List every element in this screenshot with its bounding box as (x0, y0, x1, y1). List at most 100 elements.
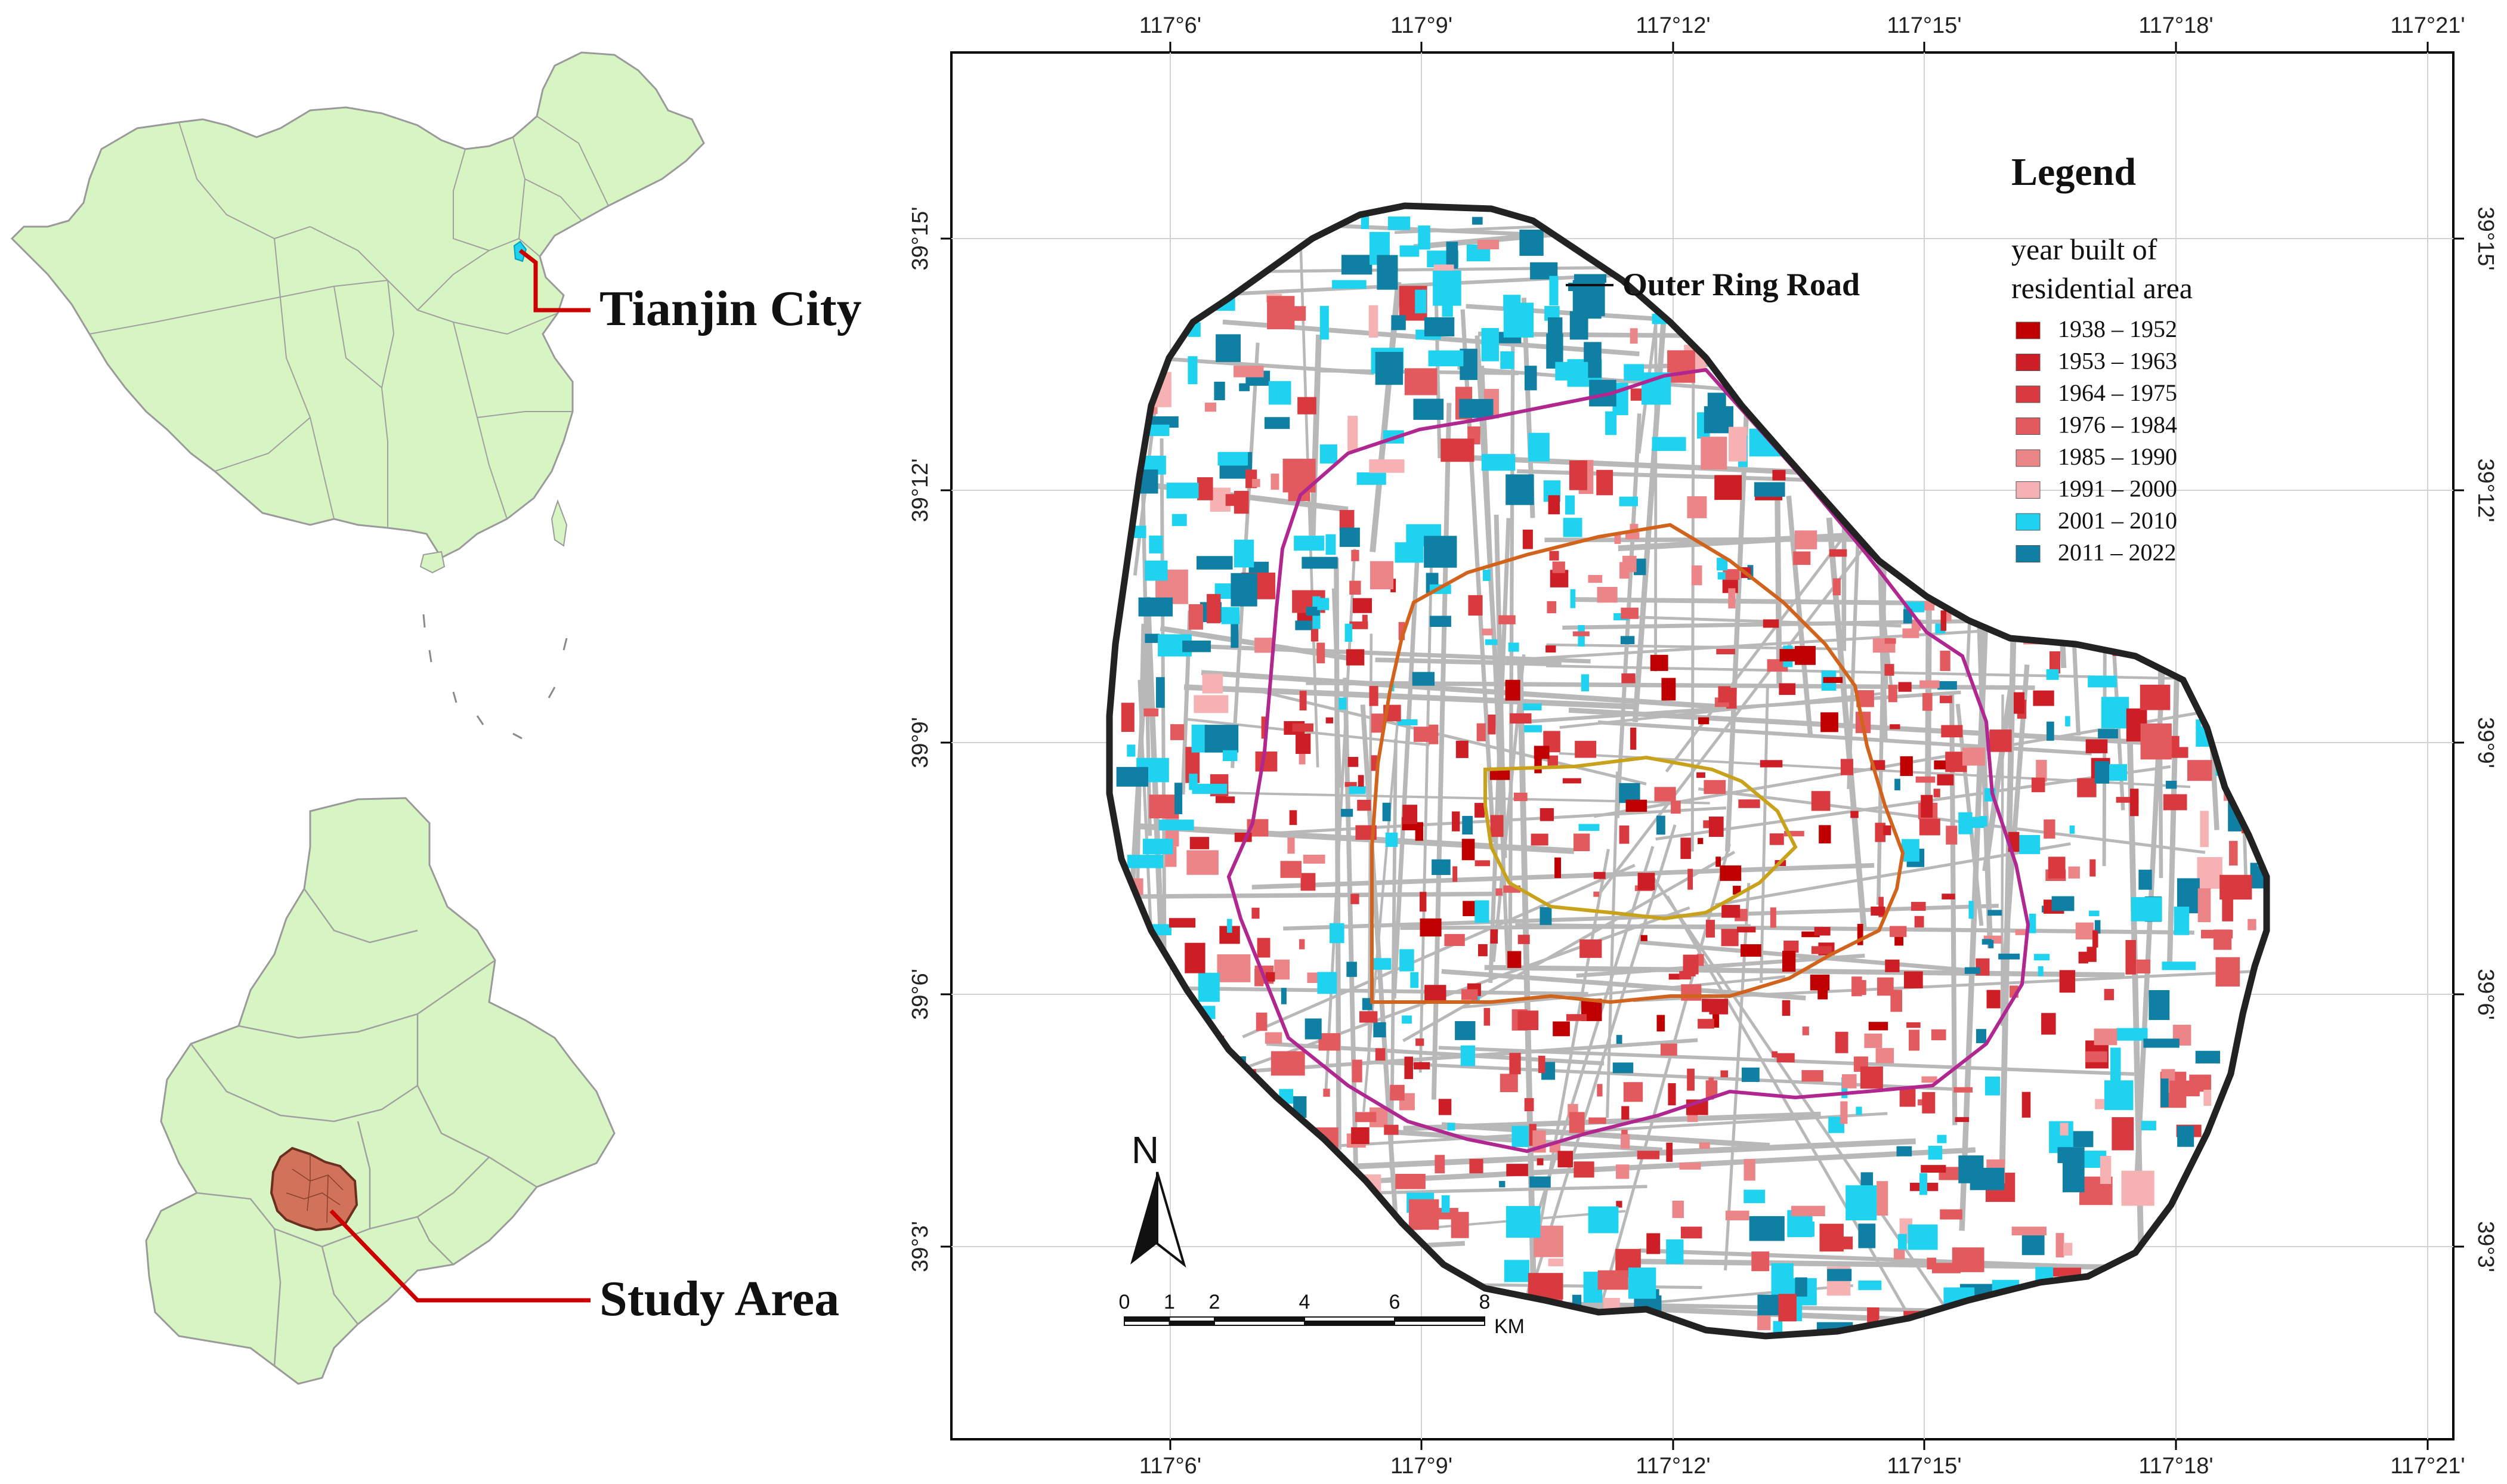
residential-parcel (1630, 328, 1638, 344)
residential-parcel (1289, 810, 1297, 826)
residential-parcel (1325, 717, 1334, 724)
residential-parcel (1482, 570, 1491, 582)
main-map: 117°6' 117°9' 117°12' 117°15' 117°18' 11… (908, 13, 2498, 1479)
residential-parcel (1504, 1260, 1529, 1282)
legend-item-label: 1985 – 1990 (2058, 443, 2177, 470)
residential-parcel (1267, 296, 1295, 330)
legend-swatch (2016, 513, 2041, 531)
residential-parcel (1524, 366, 1537, 391)
residential-parcel (1299, 744, 1306, 765)
residential-parcel (1545, 645, 1556, 653)
residential-parcel (1927, 1257, 1937, 1270)
residential-parcel (1877, 977, 1894, 996)
residential-parcel (2163, 794, 2187, 811)
street (1253, 688, 1647, 786)
residential-parcel (1779, 683, 1796, 695)
frame-ticks (941, 42, 2464, 1450)
street (1251, 862, 1875, 890)
residential-parcel (1909, 1029, 1920, 1051)
residential-parcel (1783, 940, 1799, 953)
street (1375, 657, 1562, 667)
residential-parcel (1325, 534, 1336, 555)
residential-parcel (1939, 695, 1952, 703)
residential-parcel (1447, 1123, 1455, 1131)
legend-swatch (2016, 385, 2041, 403)
residential-parcel (1687, 1068, 1695, 1091)
residential-parcel (1538, 1056, 1545, 1073)
residential-parcel (2112, 1117, 2134, 1151)
residential-parcel (1709, 998, 1729, 1015)
residential-parcel (1202, 673, 1223, 694)
residential-parcel (1769, 833, 1784, 845)
top-tick-labels: 117°6' 117°9' 117°12' 117°15' 117°18' 11… (1139, 13, 2465, 38)
residential-parcel (1339, 510, 1355, 531)
residential-parcel (1509, 1053, 1521, 1075)
study-area-fill (1109, 206, 2267, 1336)
residential-parcel (1319, 444, 1337, 464)
residential-parcel (2177, 1126, 2194, 1147)
residential-parcel (2062, 1163, 2085, 1192)
residential-parcel (1440, 438, 1474, 462)
residential-parcel (1860, 1066, 1883, 1089)
residential-parcel (1234, 539, 1254, 568)
residential-parcel (1928, 1145, 1943, 1160)
residential-parcel (1356, 472, 1386, 485)
residential-parcel (1369, 459, 1405, 473)
residential-parcel (1462, 815, 1473, 835)
street (1998, 598, 2017, 1200)
right-tick-label: 39°9' (2473, 717, 2498, 768)
residential-parcel (1637, 1151, 1660, 1160)
residential-parcel (2046, 669, 2059, 680)
residential-parcel (1573, 833, 1590, 851)
residential-parcel (1221, 607, 1240, 624)
residential-parcel (1531, 833, 1548, 846)
residential-parcel (1771, 1263, 1794, 1298)
residential-parcel (1485, 639, 1498, 645)
residential-parcel (1371, 958, 1392, 970)
residential-parcel (1681, 984, 1702, 1001)
residential-parcel (1149, 535, 1163, 554)
top-tick-label: 117°12' (1636, 13, 1710, 38)
residential-parcel (1707, 392, 1726, 412)
street (1576, 953, 1865, 978)
residential-parcel (1395, 1174, 1426, 1189)
tianjin-inset: Study Area (145, 797, 839, 1385)
residential-parcel (2098, 729, 2118, 738)
residential-parcel (1940, 650, 1950, 671)
residential-parcel (1687, 868, 1693, 890)
legend-swatch (2016, 418, 2041, 435)
residential-parcel (1778, 1294, 1797, 1322)
residential-parcel (1588, 1117, 1606, 1124)
residential-parcel (1646, 1233, 1661, 1254)
residential-parcel (1563, 518, 1582, 537)
residential-parcel (1569, 1112, 1585, 1133)
scale-number: 8 (1479, 1291, 1491, 1313)
residential-parcel (1902, 628, 1919, 638)
residential-parcel (1461, 839, 1475, 861)
residential-parcel (2116, 797, 2139, 803)
residential-parcel (1534, 746, 1550, 759)
residential-parcel (1772, 1051, 1778, 1058)
residential-parcel (1145, 633, 1160, 643)
residential-parcel (1477, 944, 1488, 957)
residential-parcel (2140, 723, 2172, 760)
residential-parcel (1906, 1022, 1921, 1028)
residential-parcel (1138, 597, 1173, 617)
residential-parcel (1204, 725, 1239, 753)
residential-parcel (2089, 910, 2100, 917)
residential-parcel (1738, 799, 1760, 808)
residential-parcel (1911, 902, 1926, 911)
residential-parcel (2078, 951, 2088, 964)
residential-parcel (2047, 1267, 2081, 1277)
residential-parcel (1799, 1222, 1815, 1237)
residential-parcel (1921, 794, 1933, 818)
residential-parcel (1413, 1062, 1430, 1069)
residential-parcel (1964, 967, 1980, 974)
residential-parcel (1299, 691, 1307, 711)
china-landmass (10, 51, 705, 559)
residential-parcel (1410, 972, 1419, 988)
top-tick-label: 117°9' (1390, 13, 1452, 38)
residential-parcel (1295, 620, 1312, 630)
residential-parcel (1330, 923, 1344, 944)
residential-parcel (1231, 573, 1257, 607)
